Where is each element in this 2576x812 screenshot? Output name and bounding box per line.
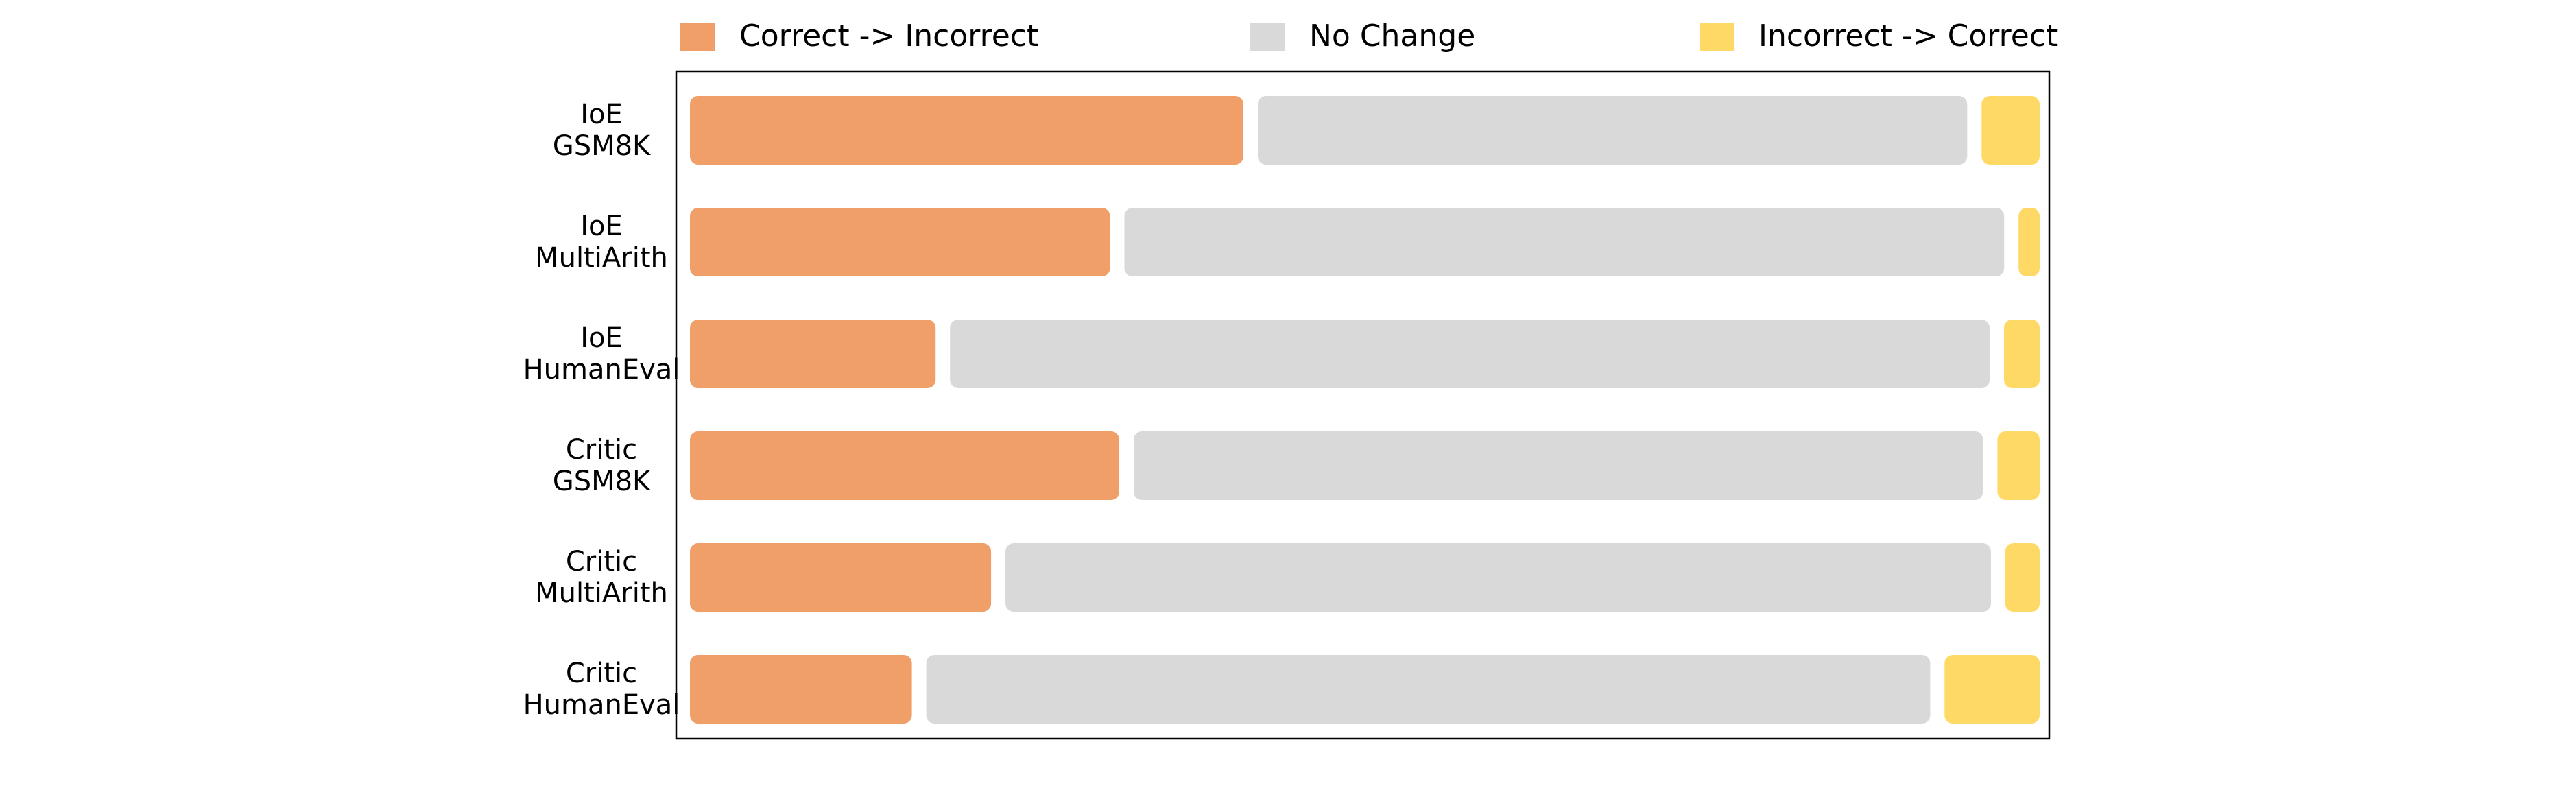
legend-label: Incorrect -> Correct	[1758, 19, 2058, 53]
bar-segment	[1258, 96, 1968, 165]
row-label-line2: GSM8K	[553, 130, 652, 162]
bar-segment	[1997, 431, 2040, 500]
bar-segment	[690, 208, 1110, 276]
legend-swatch	[1250, 23, 1285, 51]
legend: Correct -> Incorrect No Change Incorrect -…	[680, 19, 2058, 53]
row-label-line2: HumanEval	[523, 689, 680, 721]
bar-segment	[690, 431, 1119, 500]
bar-segment	[1944, 655, 2040, 724]
bar-segment	[2005, 543, 2040, 612]
row-label-line1: Critic	[566, 434, 637, 466]
bar-segment	[690, 543, 992, 612]
row-label-line1: IoE	[580, 322, 623, 354]
row-label-line2: MultiArith	[535, 242, 668, 274]
bar-segment	[690, 320, 936, 388]
bar-segment	[1124, 208, 2005, 276]
legend-swatch	[1700, 23, 1734, 51]
row-label-line2: MultiArith	[535, 577, 668, 609]
bar-segment	[690, 96, 1243, 165]
bar-segment	[1981, 96, 2040, 165]
row-label-line2: HumanEval	[523, 354, 680, 385]
legend-label: No Change	[1309, 19, 1475, 53]
bar-segment	[2004, 320, 2040, 388]
legend-swatch	[680, 23, 715, 51]
legend-label: Correct -> Incorrect	[739, 19, 1038, 53]
bar-segment	[950, 320, 1990, 388]
bar-segment	[1005, 543, 1991, 612]
row-label-line1: IoE	[580, 99, 623, 130]
row-label-line1: Critic	[566, 658, 637, 689]
row-labels: IoEGSM8KIoEMultiArithIoEHumanEvalCriticG…	[523, 99, 680, 721]
bar-segment	[2018, 208, 2040, 276]
bar-segment	[690, 655, 912, 724]
bar-segment	[926, 655, 1931, 724]
plot-frame	[675, 70, 2051, 740]
row-label-line2: GSM8K	[553, 466, 652, 497]
bars	[690, 96, 2040, 724]
bar-segment	[1134, 431, 1983, 500]
row-label-line1: Critic	[566, 546, 637, 577]
row-label-line1: IoE	[580, 211, 623, 242]
